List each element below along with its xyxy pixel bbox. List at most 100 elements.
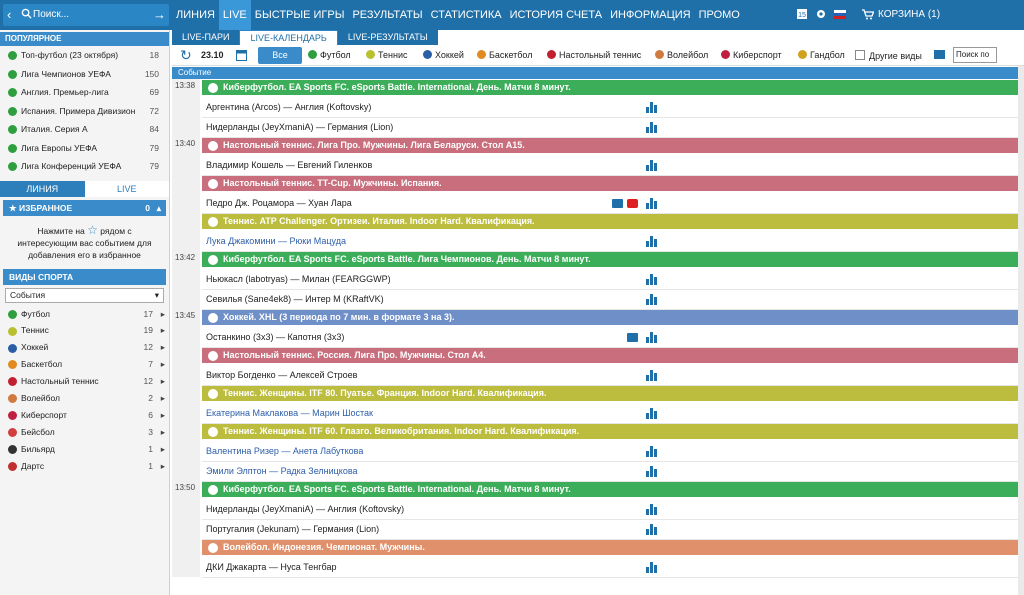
match-row[interactable]: Севилья (Sane4ek8) — Интер М (KRaftVK) [202,289,1024,310]
tab-live-calendar[interactable]: LIVE-КАЛЕНДАРЬ [239,30,338,45]
league-header[interactable]: Киберфутбол. EA Sports FC. eSports Battl… [202,482,1024,497]
stats-icon[interactable] [646,332,658,343]
tab-live-results[interactable]: LIVE-РЕЗУЛЬТАТЫ [337,30,438,45]
sport-item[interactable]: Баскетбол 7 ▸ [0,356,169,373]
sport-item[interactable]: Дартс 1 ▸ [0,458,169,475]
stats-icon[interactable] [646,198,658,209]
popular-item[interactable]: Италия. Серия А 84 [0,120,169,139]
match-row[interactable]: Португалия (Jekunam) — Германия (Lion) [202,519,1024,540]
tv-filter-icon[interactable] [934,50,945,59]
sport-filter[interactable]: Теннис [366,50,407,60]
sport-filter[interactable]: Футбол [308,50,351,60]
nav-item[interactable]: ИНФОРМАЦИЯ [610,9,691,21]
stats-icon[interactable] [646,466,658,477]
chevron-right-icon[interactable]: ▸ [160,359,165,370]
youtube-icon[interactable] [627,199,638,208]
match-row[interactable]: Нидерланды (JeyXmaniA) — Англия (Koftovs… [202,499,1024,520]
sport-item[interactable]: Настольный теннис 12 ▸ [0,373,169,390]
checkbox[interactable] [855,50,865,60]
search-bar[interactable]: ‹ Поиск... → [3,4,169,26]
sport-filter[interactable]: Киберспорт [721,50,782,60]
popular-item[interactable]: Лига Европы УЕФА 79 [0,139,169,158]
match-row[interactable]: Екатерина Маклакова — Марин Шостак [202,403,1024,424]
match-row[interactable]: ДКИ Джакарта — Нуса Тенгбар [202,557,1024,578]
match-row[interactable]: Аргентина (Arcos) — Англия (Koftovsky) [202,97,1024,118]
stats-icon[interactable] [646,294,658,305]
popular-item[interactable]: Топ-футбол (23 октября) 18 [0,46,169,65]
sport-item[interactable]: Бейсбол 3 ▸ [0,424,169,441]
sport-filter[interactable]: Волейбол [655,50,708,60]
match-row[interactable]: Останкино (3x3) — Капотня (3x3) [202,327,1024,348]
nav-item[interactable]: ИСТОРИЯ СЧЕТА [509,9,603,21]
popular-item[interactable]: Лига Конференций УЕФА 79 [0,157,169,176]
timezone-icon[interactable]: 15 [796,8,808,20]
sport-item[interactable]: Киберспорт 6 ▸ [0,407,169,424]
chevron-right-icon[interactable]: ▸ [160,443,165,454]
match-row[interactable]: Ньюкасл (labotryas) — Милан (FEARGGWP) [202,269,1024,290]
match-row[interactable]: Валентина Ризер — Анета Лабуткова [202,441,1024,462]
sport-filter[interactable]: Гандбол [798,50,845,60]
match-row[interactable]: Виктор Богденко — Алексей Строев [202,365,1024,386]
stats-icon[interactable] [646,236,658,247]
stats-icon[interactable] [646,160,658,171]
popular-item[interactable]: Англия. Премьер-лига 69 [0,83,169,102]
match-row[interactable]: Владимир Кошель — Евгений Гиленков [202,155,1024,176]
stats-icon[interactable] [646,370,658,381]
league-header[interactable]: Киберфутбол. EA Sports FC. eSports Battl… [202,252,1024,267]
chevron-right-icon[interactable]: ▸ [160,376,165,387]
back-arrow-icon[interactable]: ‹ [7,7,12,22]
all-sports-button[interactable]: Все [258,47,302,64]
other-sports-filter[interactable]: Другие виды [855,50,922,61]
league-header[interactable]: Настольный теннис. TT-Cup. Мужчины. Испа… [202,176,1024,191]
tab-live[interactable]: LIVE [84,180,169,197]
sport-filter[interactable]: Настольный теннис [547,50,641,60]
sport-item[interactable]: Хоккей 12 ▸ [0,339,169,356]
nav-item[interactable]: LIVE [218,0,251,30]
nav-item[interactable]: ЛИНИЯ [176,9,215,21]
scrollbar[interactable] [1018,66,1024,595]
league-header[interactable]: Теннис. ATP Challenger. Ортизеи. Италия.… [202,214,1024,229]
chevron-right-icon[interactable]: ▸ [160,325,165,336]
chevron-right-icon[interactable]: ▸ [160,409,165,420]
popular-item[interactable]: Испания. Примера Дивизион 72 [0,102,169,121]
chevron-right-icon[interactable]: ▸ [160,308,165,319]
events-select[interactable]: События ▾ [5,287,164,303]
league-header[interactable]: Настольный теннис. Россия. Лига Про. Муж… [202,348,1024,363]
forward-arrow-icon[interactable]: → [153,7,166,22]
chevron-right-icon[interactable]: ▸ [160,460,165,471]
chevron-right-icon[interactable]: ▸ [160,342,165,353]
league-header[interactable]: Киберфутбол. EA Sports FC. eSports Battl… [202,80,1024,95]
match-row[interactable]: Нидерланды (JeyXmaniA) — Германия (Lion) [202,117,1024,138]
league-header[interactable]: Хоккей. XHL (3 периода по 7 мин. в форма… [202,310,1024,325]
gear-icon[interactable] [815,8,827,20]
calendar-icon[interactable] [236,49,247,61]
popular-item[interactable]: Лига Чемпионов УЕФА 150 [0,65,169,84]
stats-icon[interactable] [646,562,658,573]
sport-filter[interactable]: Хоккей [423,50,464,60]
chevron-up-icon[interactable]: ▴ [156,202,161,213]
league-header[interactable]: Волейбол. Индонезия. Чемпионат. Мужчины. [202,540,1024,555]
tab-line[interactable]: ЛИНИЯ [0,180,85,197]
nav-item[interactable]: РЕЗУЛЬТАТЫ [352,9,423,21]
nav-item[interactable]: ПРОМО [698,9,740,21]
match-row[interactable]: Лука Джакомини — Рюки Мацуда [202,231,1024,252]
match-row[interactable]: Педро Дж. Роцамора — Хуан Лара [202,193,1024,214]
sport-filter[interactable]: Баскетбол [477,50,533,60]
search-events-input[interactable]: Поиск по [953,47,997,63]
stats-icon[interactable] [646,524,658,535]
tv-icon[interactable] [612,199,623,208]
league-header[interactable]: Настольный теннис. Лига Про. Мужчины. Ли… [202,138,1024,153]
stats-icon[interactable] [646,408,658,419]
refresh-icon[interactable]: ↻ [180,47,192,63]
match-row[interactable]: Эмили Элптон — Радка Зелницкова [202,461,1024,482]
stats-icon[interactable] [646,102,658,113]
chevron-right-icon[interactable]: ▸ [160,426,165,437]
search-input[interactable]: Поиск... [33,9,70,20]
sport-item[interactable]: Волейбол 2 ▸ [0,390,169,407]
league-header[interactable]: Теннис. Женщины. ITF 80. Пуатье. Франция… [202,386,1024,401]
stats-icon[interactable] [646,274,658,285]
sport-item[interactable]: Теннис 19 ▸ [0,322,169,339]
league-header[interactable]: Теннис. Женщины. ITF 60. Глазго. Великоб… [202,424,1024,439]
sport-item[interactable]: Бильярд 1 ▸ [0,441,169,458]
sport-item[interactable]: Футбол 17 ▸ [0,306,169,323]
